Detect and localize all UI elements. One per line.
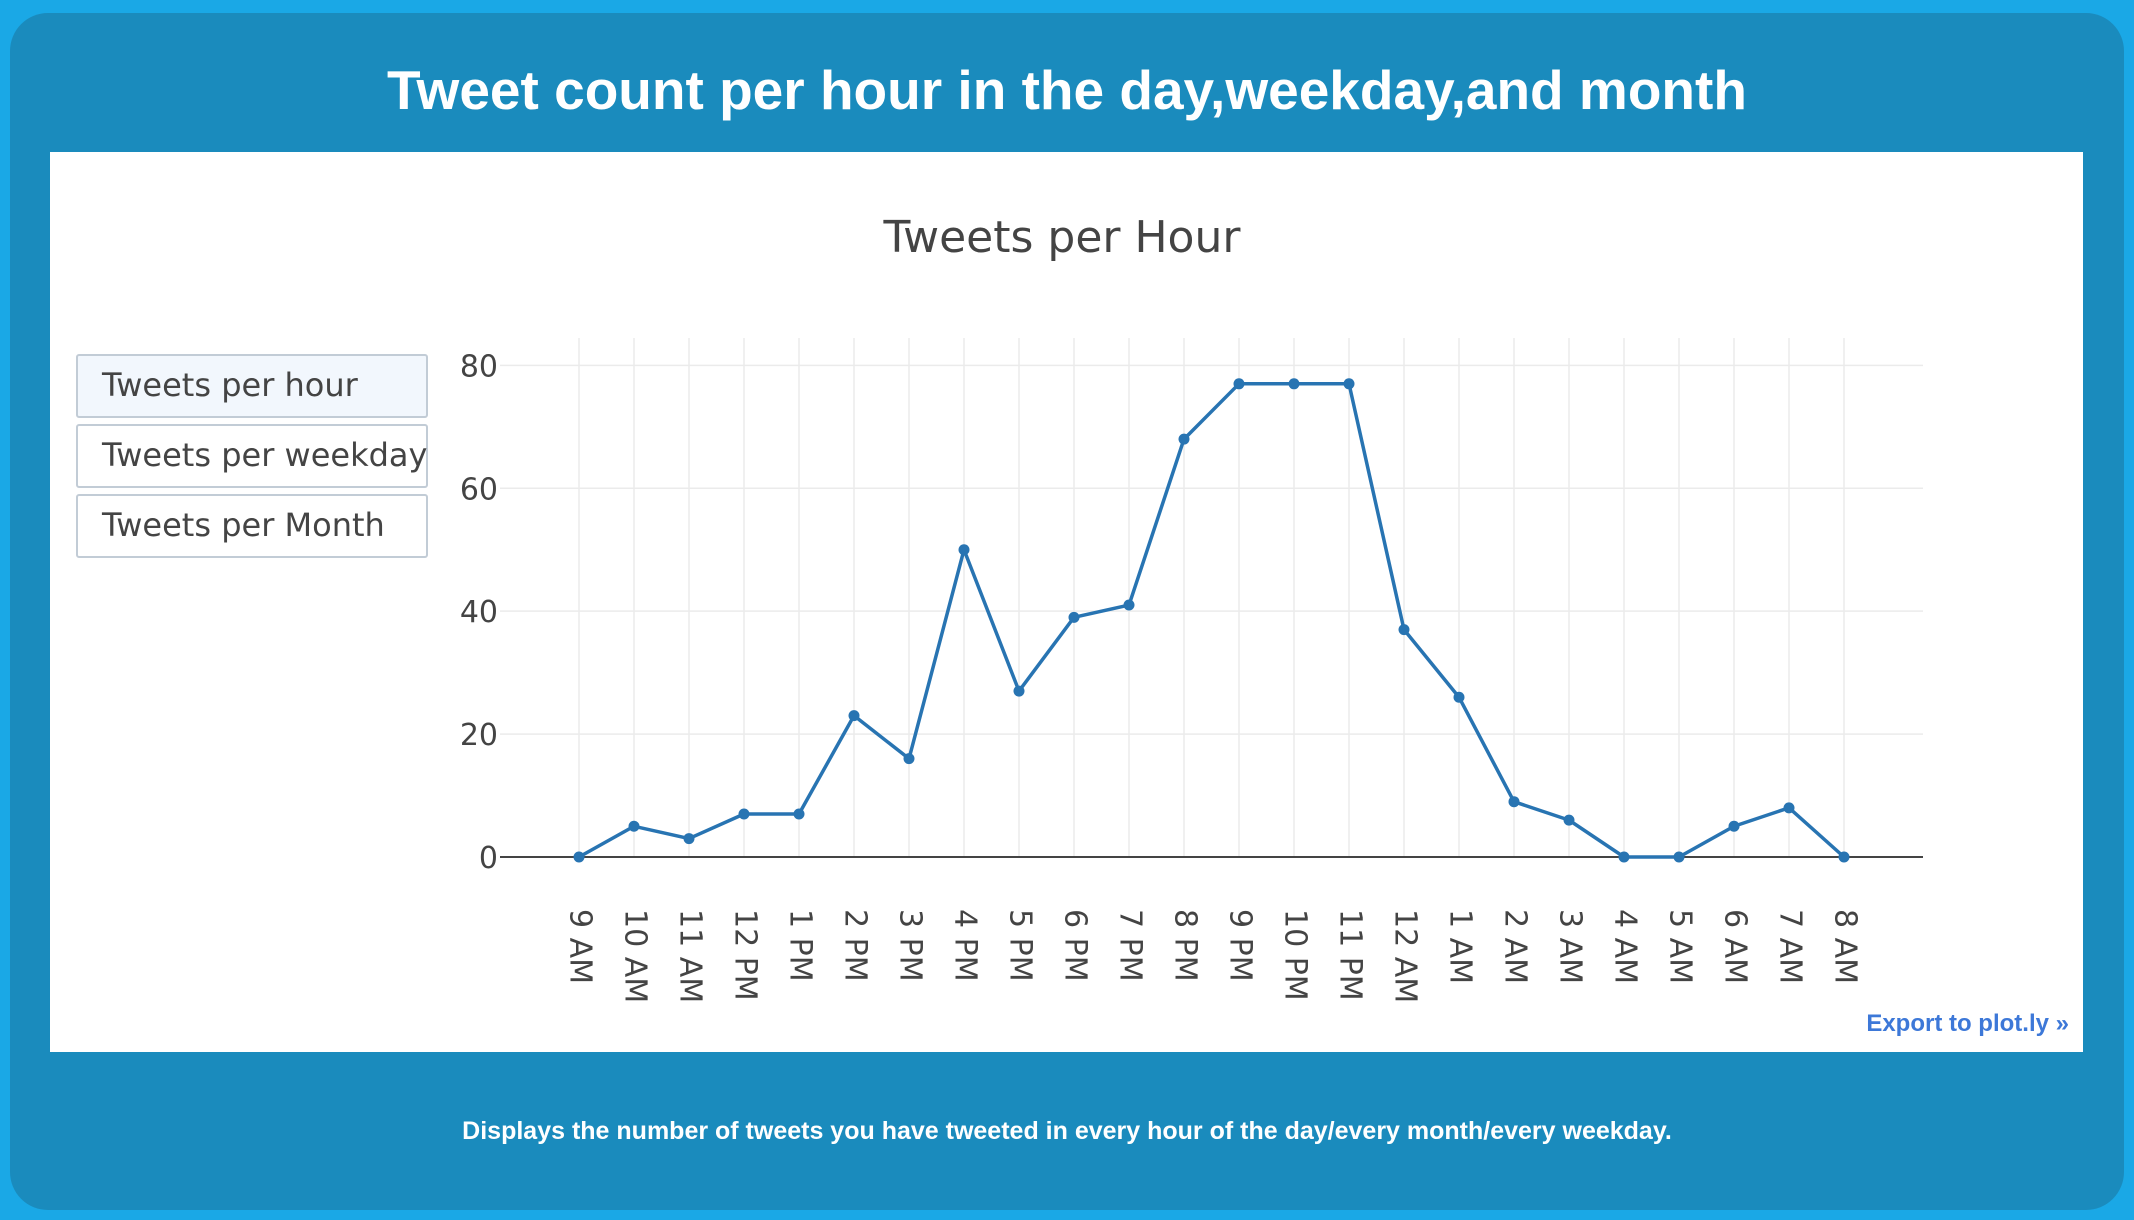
x-tick-label: 10 PM [1278,909,1313,1001]
x-tick-label: 3 PM [893,909,928,982]
y-tick-label: 0 [479,841,498,876]
data-point [1838,851,1850,863]
export-to-plotly-link[interactable]: Export to plot.ly » [1866,1010,2069,1037]
x-tick-label: 1 PM [783,909,818,982]
data-point [1288,378,1300,390]
x-tick-label: 2 PM [838,909,873,982]
x-tick-label: 8 AM [1828,909,1863,984]
x-tick-label: 11 PM [1333,909,1368,1001]
data-point [1398,624,1410,636]
data-point [1673,851,1685,863]
x-tick-label: 3 AM [1553,909,1588,984]
data-point [1343,378,1355,390]
data-point [903,753,915,765]
x-tick-label: 2 AM [1498,909,1533,984]
x-tick-label: 7 PM [1113,909,1148,982]
data-point [1068,611,1080,623]
data-point [1563,814,1575,826]
data-point [683,833,695,845]
footer-description: Displays the number of tweets you have t… [462,1117,1672,1145]
tweets-per-hour-button[interactable]: Tweets per hour [76,354,428,418]
tweets-per-hour-chart: Tweets per Hour 0 20 40 60 80 9 AM 10 AM 11 AM… [460,212,1923,1003]
y-tick-label: 60 [460,472,498,507]
x-tick-label: 9 AM [563,909,598,984]
y-tick-label: 40 [460,595,498,630]
data-point [1013,685,1025,697]
chart-panel: Tweets per Hour 0 20 40 60 80 9 AM 10 AM 11 AM… [50,152,2083,1052]
y-tick-label: 20 [460,718,498,753]
data-point [628,820,640,832]
tweets-per-month-button[interactable]: Tweets per Month [76,494,428,558]
data-point [848,710,860,722]
x-tick-label: 6 PM [1058,909,1093,982]
page-title: Tweet count per hour in the day,weekday,… [387,59,1747,121]
chart-title: Tweets per Hour [883,212,1242,263]
x-tick-label: 7 AM [1773,909,1808,984]
y-tick-label: 80 [460,349,498,384]
data-point [1618,851,1630,863]
x-tick-label: 12 AM [1388,909,1423,1003]
tweets-per-weekday-button[interactable]: Tweets per weekday [76,424,428,488]
x-tick-label: 4 PM [948,909,983,982]
x-tick-label: 11 AM [673,909,708,1003]
data-point [1123,599,1135,611]
x-tick-label: 6 AM [1718,909,1753,984]
data-point [1453,691,1465,703]
x-tick-label: 1 AM [1443,909,1478,984]
data-point [1728,820,1740,832]
series-tweets [573,378,1850,863]
grid-lines [500,338,1923,858]
data-point [573,851,585,863]
y-axis-ticks: 0 20 40 60 80 [460,349,498,876]
x-tick-label: 12 PM [728,909,763,1001]
x-tick-label: 10 AM [618,909,653,1003]
data-point [1783,802,1795,814]
data-point [958,544,970,556]
data-point [1508,796,1520,808]
data-point [1178,433,1190,445]
x-tick-label: 9 PM [1223,909,1258,982]
data-point [738,808,750,820]
data-point [793,808,805,820]
x-tick-label: 4 AM [1608,909,1643,984]
x-axis-ticks: 9 AM 10 AM 11 AM 12 PM 1 PM 2 PM 3 PM 4 PM 5 PM 6… [563,909,1863,1003]
series-line [578,382,1846,859]
x-tick-label: 5 PM [1003,909,1038,982]
x-tick-label: 8 PM [1168,909,1203,982]
x-tick-label: 5 AM [1663,909,1698,984]
data-point [1233,378,1245,390]
